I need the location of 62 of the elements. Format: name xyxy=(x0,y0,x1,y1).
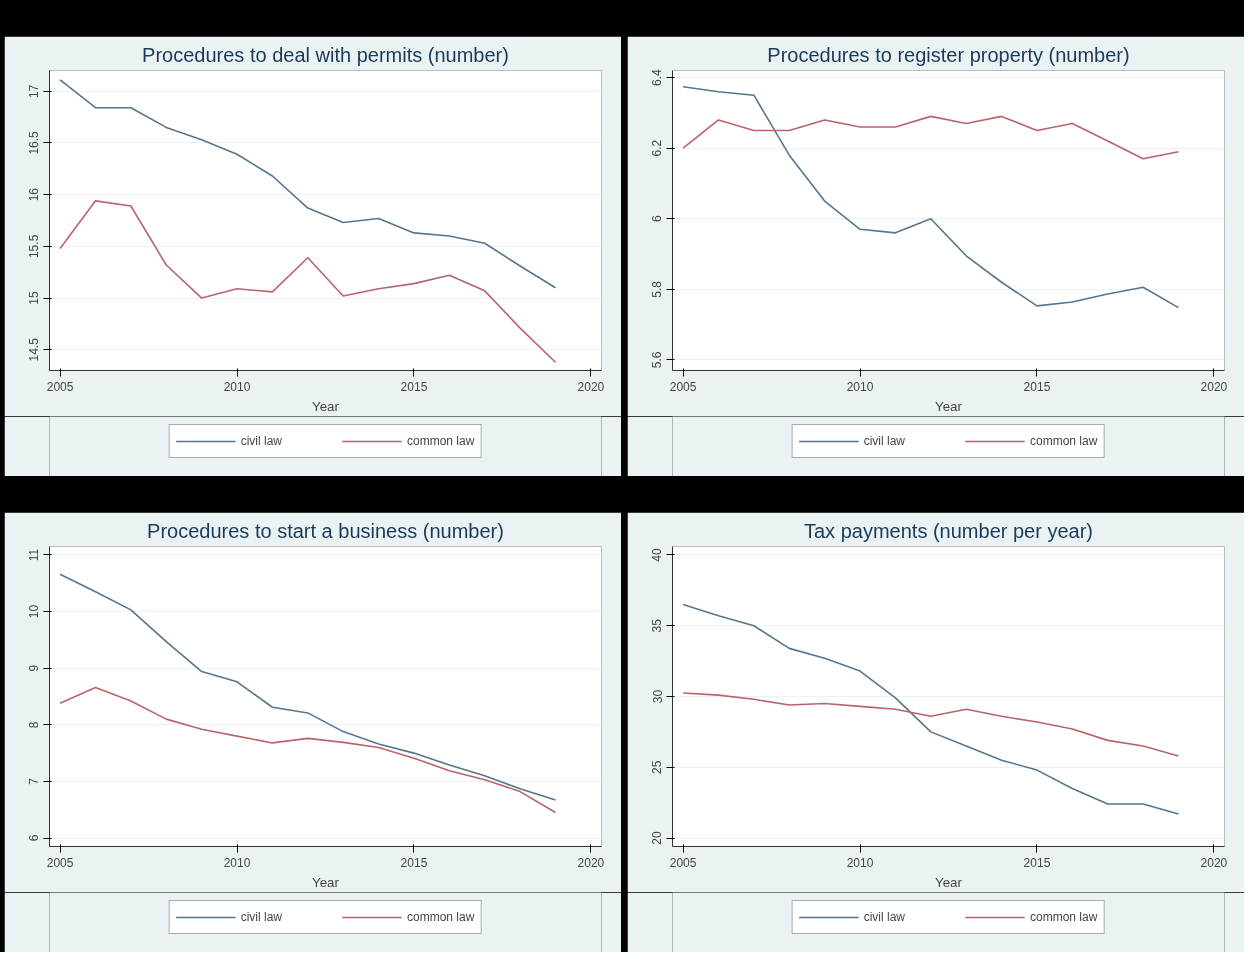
line-series xyxy=(59,573,557,801)
x-tick-label: 2010 xyxy=(223,379,251,394)
x-tick-label: 2005 xyxy=(46,379,74,394)
legend-label: common law xyxy=(406,910,475,924)
chart-title: Procedures to deal with permits (number) xyxy=(142,43,509,66)
x-axis-title: Year xyxy=(312,874,340,890)
y-tick-label: 40 xyxy=(650,547,665,562)
y-tick-label: 9 xyxy=(27,664,42,672)
legend-label: civil law xyxy=(240,434,282,448)
y-tick-label: 5.8 xyxy=(650,280,665,298)
x-axis-title: Year xyxy=(935,398,963,414)
legend-label: common law xyxy=(1029,434,1098,448)
y-tick-label: 11 xyxy=(27,548,42,562)
x-tick-label: 2015 xyxy=(1023,379,1051,394)
y-tick-label: 15 xyxy=(27,291,42,305)
x-tick-label: 2020 xyxy=(1200,855,1228,870)
chart-title: Procedures to start a business (number) xyxy=(147,519,504,542)
x-tick-label: 2010 xyxy=(846,379,874,394)
x-tick-label: 2020 xyxy=(577,379,605,394)
y-tick-label: 17 xyxy=(27,84,42,98)
y-tick-label: 6.4 xyxy=(650,68,665,86)
y-tick-label: 20 xyxy=(650,831,665,845)
x-tick-label: 2005 xyxy=(669,379,697,394)
y-tick-label: 8 xyxy=(27,721,42,729)
legend-label: civil law xyxy=(863,434,905,448)
x-tick-label: 2015 xyxy=(400,379,428,394)
line-series xyxy=(59,79,557,289)
y-tick-label: 30 xyxy=(650,689,665,704)
y-tick-label: 25 xyxy=(650,760,665,774)
y-tick-label: 14.5 xyxy=(27,337,42,362)
chart-title: Tax payments (number per year) xyxy=(804,519,1094,542)
legend-label: civil law xyxy=(863,910,905,924)
x-tick-label: 2005 xyxy=(669,855,697,870)
legend-label: civil law xyxy=(240,910,282,924)
line-series xyxy=(682,692,1180,757)
y-tick-label: 15.5 xyxy=(27,234,42,259)
y-tick-label: 35 xyxy=(650,618,665,633)
x-tick-label: 2010 xyxy=(846,855,874,870)
x-axis-title: Year xyxy=(312,398,340,414)
line-series xyxy=(59,686,557,814)
chart-title: Procedures to register property (number) xyxy=(767,43,1130,66)
x-tick-label: 2020 xyxy=(1200,379,1228,394)
line-series xyxy=(682,603,1180,815)
y-tick-label: 6.2 xyxy=(650,139,665,157)
x-axis-title: Year xyxy=(935,874,963,890)
legend-label: common law xyxy=(1029,910,1098,924)
y-tick-label: 16.5 xyxy=(27,130,42,155)
legend-label: common law xyxy=(406,434,475,448)
line-series xyxy=(59,200,557,364)
x-tick-label: 2005 xyxy=(46,855,74,870)
y-tick-label: 6 xyxy=(27,834,42,842)
y-tick-label: 16 xyxy=(27,187,42,202)
x-tick-label: 2010 xyxy=(223,855,251,870)
y-tick-label: 6 xyxy=(650,215,665,223)
x-tick-label: 2015 xyxy=(1023,855,1051,870)
x-tick-label: 2015 xyxy=(400,855,428,870)
y-tick-label: 10 xyxy=(27,604,42,619)
y-tick-label: 5.6 xyxy=(650,351,665,369)
y-tick-label: 7 xyxy=(27,777,42,785)
line-series xyxy=(682,85,1180,309)
line-series xyxy=(682,115,1180,160)
x-tick-label: 2020 xyxy=(577,855,605,870)
